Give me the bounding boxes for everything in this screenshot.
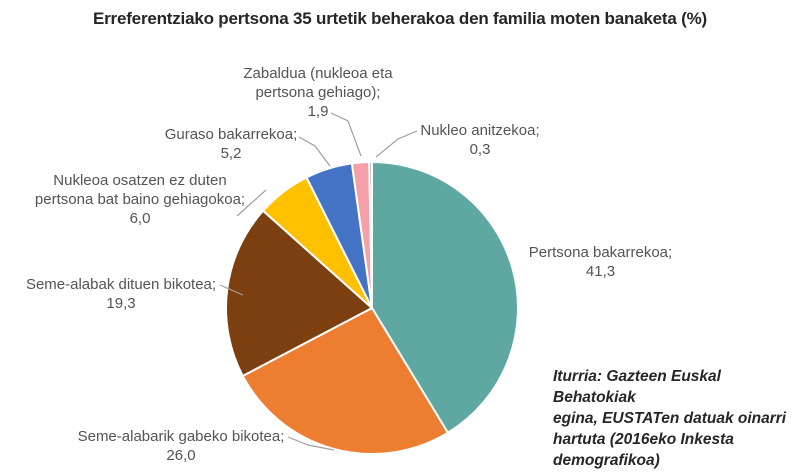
source-note-line: hartuta (2016eko Inkesta: [553, 431, 734, 448]
leader-lines: [219, 112, 418, 451]
leader-line-seme-alabak: [219, 284, 244, 296]
source-note: Iturria: Gazteen Euskal Behatokiak egina…: [553, 366, 798, 471]
label-value: 19,3: [106, 295, 136, 312]
label-text: Zabaldua (nukleoa eta: [243, 65, 393, 82]
label-value: 0,3: [469, 141, 491, 158]
label-value: 5,2: [220, 145, 242, 162]
label-text: pertsona gehiago);: [255, 84, 381, 101]
pie-slice-pertsona-bakarrekoa: [371, 161, 519, 434]
label-text: Pertsona bakarrekoa;: [528, 244, 673, 261]
label-value: 6,0: [129, 210, 151, 227]
leader-line-guraso-bakarrekoa: [298, 136, 331, 167]
leader-line-seme-alabarik: [287, 436, 335, 451]
label-guraso-bakarrekoa: Guraso bakarrekoa; 5,2: [152, 125, 310, 163]
label-text: Guraso bakarrekoa;: [164, 126, 298, 143]
label-nukleo-anitzekoa: Nukleo anitzekoa; 0,3: [405, 121, 555, 159]
label-text: Seme-alabarik gabeko bikotea;: [77, 428, 285, 445]
label-pertsona-bakarrekoa: Pertsona bakarrekoa; 41,3: [508, 243, 693, 281]
label-text: Seme-alabak dituen bikotea;: [25, 276, 217, 293]
label-seme-alabak-dituen: Seme-alabak dituen bikotea; 19,3: [8, 275, 234, 313]
label-value: 1,9: [307, 103, 329, 120]
source-note-line: demografikoa): [553, 452, 660, 469]
pie-slices: [225, 161, 519, 455]
pie-slice-seme-alabak-dituen-bikotea: [225, 209, 373, 377]
label-value: 26,0: [166, 447, 196, 464]
label-zabaldua: Zabaldua (nukleoa eta pertsona gehiago);…: [230, 64, 406, 121]
source-note-line: Iturria: Gazteen Euskal Behatokiak: [553, 368, 721, 406]
label-seme-alabarik-gabeko: Seme-alabarik gabeko bikotea; 26,0: [62, 427, 300, 465]
leader-line-zabaldua: [330, 112, 362, 157]
leader-line-nukleo-anitzekoa: [375, 130, 418, 158]
source-note-line: egina, EUSTATen datuak oinarri: [553, 410, 787, 427]
pie-slice-nukleo-anitzekoa: [368, 161, 373, 309]
label-text: Nukleo anitzekoa;: [420, 122, 540, 139]
pie-slice-seme-alabarik-gabeko-bikotea: [241, 307, 449, 455]
chart-title: Erreferentziako pertsona 35 urtetik behe…: [93, 9, 707, 28]
label-text: Nukleoa osatzen ez duten: [53, 172, 227, 189]
label-text: pertsona bat baino gehiagokoa;: [34, 191, 246, 208]
leader-line-nukleoa-osatzen: [236, 189, 267, 217]
label-nukleoa-osatzen: Nukleoa osatzen ez duten pertsona bat ba…: [28, 171, 252, 228]
label-value: 41,3: [585, 263, 616, 280]
